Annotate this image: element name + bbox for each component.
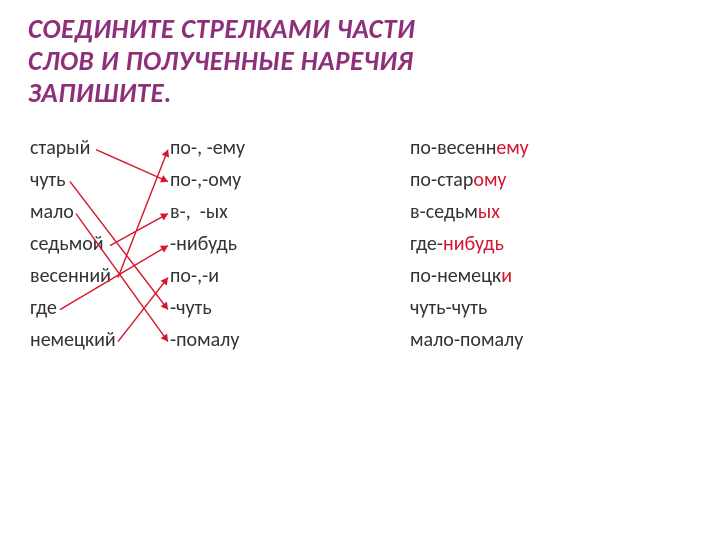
arrow-head [161, 334, 168, 342]
left-word: весенний [30, 260, 116, 292]
arrow-head [162, 150, 169, 158]
answer-suffix: и [501, 264, 512, 288]
answer-word: в-седьмых [410, 196, 529, 228]
title-line-1: СОЕДИНИТЕ СТРЕЛКАМИ ЧАСТИ [28, 14, 688, 46]
left-word: где [30, 292, 116, 324]
middle-part: в-, -ых [170, 196, 245, 228]
left-word: мало [30, 196, 116, 228]
title-line-2: СЛОВ И ПОЛУЧЕННЫЕ НАРЕЧИЯ [28, 46, 688, 78]
column-answers: по-весеннемупо-старомув-седьмыхгде-нибуд… [410, 132, 529, 356]
middle-part: -помалу [170, 324, 245, 356]
answer-word: по-немецки [410, 260, 529, 292]
answer-stem: немецк [437, 264, 501, 288]
page-title: СОЕДИНИТЕ СТРЕЛКАМИ ЧАСТИ СЛОВ И ПОЛУЧЕН… [28, 14, 688, 110]
left-word: немецкий [30, 324, 116, 356]
answer-word: чуть-чуть [410, 292, 529, 324]
left-word: чуть [30, 164, 116, 196]
answer-prefix: по- [410, 264, 437, 288]
column-left-words: старыйчутьмалоседьмойвесеннийгденемецкий [30, 132, 116, 356]
answer-stem: весенн [437, 136, 496, 160]
answer-suffix: нибудь [443, 232, 504, 256]
slide: СОЕДИНИТЕ СТРЕЛКАМИ ЧАСТИ СЛОВ И ПОЛУЧЕН… [0, 0, 720, 540]
answer-suffix: ых [478, 200, 500, 224]
middle-part: по-,-и [170, 260, 245, 292]
answer-word: по-весеннему [410, 132, 529, 164]
answer-prefix: по- [410, 136, 437, 160]
answer-word: по-старому [410, 164, 529, 196]
answer-suffix: ому [473, 168, 506, 192]
answer-stem: -чуть [446, 296, 488, 320]
arrow-head [161, 278, 168, 286]
answer-prefix: в- [410, 200, 426, 224]
answer-prefix: по- [410, 168, 437, 192]
answer-word: где-нибудь [410, 228, 529, 260]
answer-suffix: ему [496, 136, 528, 160]
answer-stem: -помалу [454, 328, 523, 352]
answer-word: мало-помалу [410, 324, 529, 356]
answer-stem: стар [437, 168, 473, 192]
column-middle-parts: по-, -емупо-,-омув-, -ых-нибудьпо-,-и-чу… [170, 132, 245, 356]
arrow-head [160, 246, 168, 253]
middle-part: -чуть [170, 292, 245, 324]
middle-part: по-,-ому [170, 164, 245, 196]
answer-stem: седьм [426, 200, 478, 224]
left-word: седьмой [30, 228, 116, 260]
arrow-head [160, 175, 168, 182]
answer-prefix: где- [410, 232, 443, 256]
answer-prefix: мало [410, 328, 454, 352]
answer-prefix: чуть [410, 296, 446, 320]
arrow-line [110, 214, 168, 246]
middle-part: -нибудь [170, 228, 245, 260]
arrow-line [118, 150, 168, 278]
title-line-3: ЗАПИШИТЕ. [28, 78, 688, 110]
arrow-line [118, 278, 168, 342]
middle-part: по-, -ему [170, 132, 245, 164]
arrow-head [160, 213, 168, 220]
arrow-head [161, 302, 168, 310]
left-word: старый [30, 132, 116, 164]
